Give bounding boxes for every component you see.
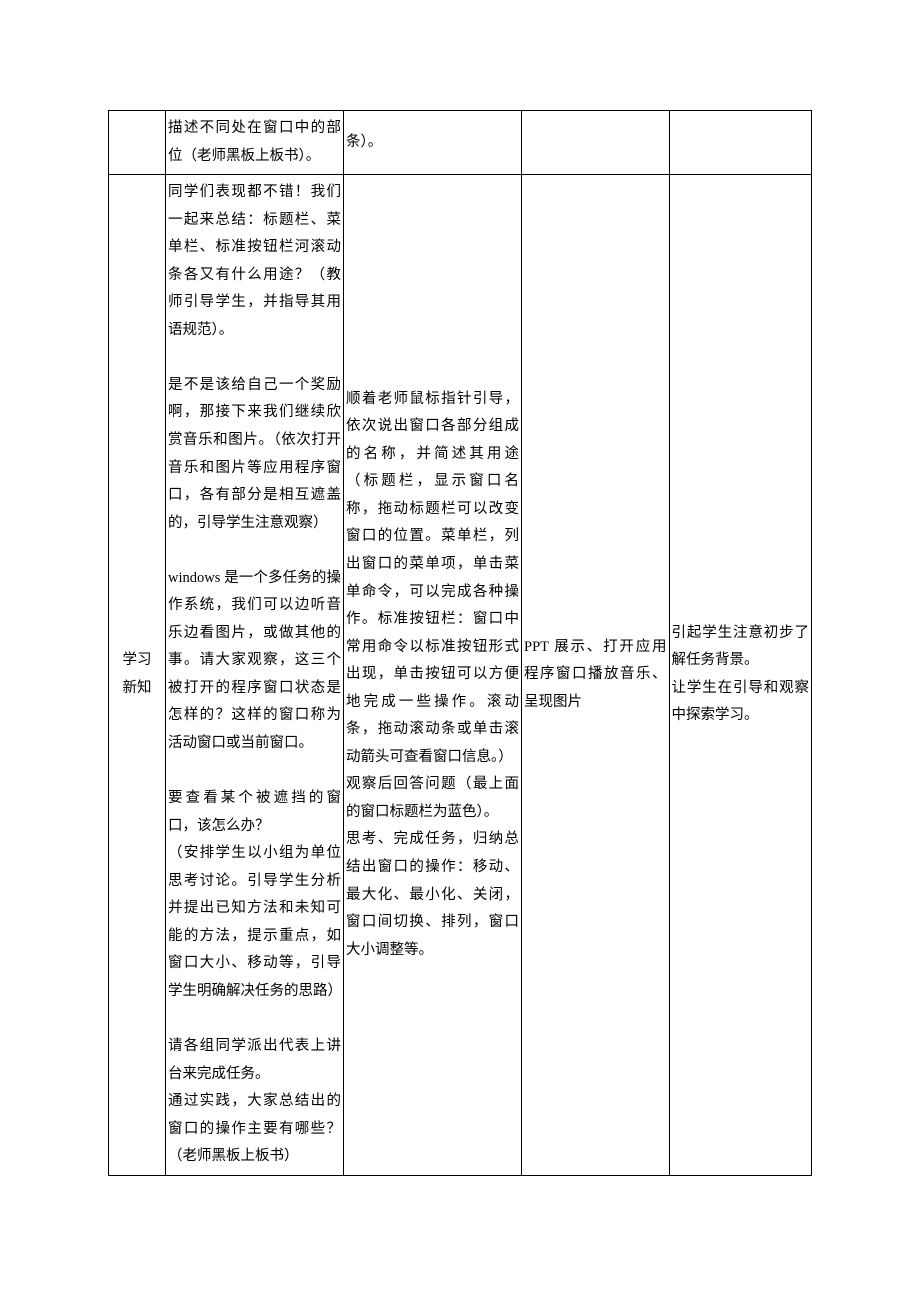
spacer [168, 344, 341, 372]
student-para: 思考、完成任务，归纳总结出窗口的操作：移动、最大化、最小化、关闭，窗口间切换、排… [346, 826, 519, 964]
spacer [168, 758, 341, 786]
intent-para: 引起学生注意初步了解任务背景。 [672, 620, 809, 675]
table-row: 学习 新知 同学们表现都不错！我们一起来总结：标题栏、菜单栏、标准按钮栏河滚动条… [109, 175, 812, 1176]
cell-student-activity-2: 顺着老师鼠标指针引导，依次说出窗口各部分组成的名称，并简述其用途（标题栏，显示窗… [344, 175, 522, 1176]
stage-label-line2: 新知 [117, 675, 157, 703]
teacher-para: 同学们表现都不错！我们一起来总结：标题栏、菜单栏、标准按钮栏河滚动条各又有什么用… [168, 179, 341, 344]
spacer [168, 537, 341, 565]
cell-teacher-activity-1: 描述不同处在窗口中的部位（老师黑板上板书）。 [165, 111, 343, 175]
cell-intent-2: 引起学生注意初步了解任务背景。 让学生在引导和观察中探索学习。 [669, 175, 811, 1176]
cell-teacher-activity-2: 同学们表现都不错！我们一起来总结：标题栏、菜单栏、标准按钮栏河滚动条各又有什么用… [165, 175, 343, 1176]
cell-media-1 [522, 111, 670, 175]
teacher-para: windows 是一个多任务的操作系统，我们可以边听音乐边看图片，或做其他的事。… [168, 565, 341, 758]
lesson-plan-table: 描述不同处在窗口中的部位（老师黑板上板书）。 条）。 学习 新知 同学们表现都不… [108, 110, 812, 1176]
cell-media-2: PPT 展示、打开应用程序窗口播放音乐、呈现图片 [522, 175, 670, 1176]
student-para: 观察后回答问题（最上面的窗口标题栏为蓝色）。 [346, 771, 519, 826]
cell-stage-2: 学习 新知 [109, 175, 166, 1176]
intent-para: 让学生在引导和观察中探索学习。 [672, 675, 809, 730]
teacher-para: 通过实践，大家总结出的窗口的操作主要有哪些？（老师黑板上板书） [168, 1088, 341, 1171]
spacer [168, 1006, 341, 1034]
student-para: 顺着老师鼠标指针引导，依次说出窗口各部分组成的名称，并简述其用途（标题栏，显示窗… [346, 386, 519, 772]
cell-stage-1 [109, 111, 166, 175]
teacher-para: （安排学生以小组为单位思考讨论。引导学生分析并提出已知方法和未知可能的方法，提示… [168, 840, 341, 1005]
teacher-para: 请各组同学派出代表上讲台来完成任务。 [168, 1033, 341, 1088]
teacher-para: 是不是该给自己一个奖励啊，那接下来我们继续欣赏音乐和图片。（依次打开音乐和图片等… [168, 372, 341, 537]
stage-label-line1: 学习 [117, 647, 157, 675]
cell-intent-1 [669, 111, 811, 175]
media-para: PPT 展示、打开应用程序窗口播放音乐、呈现图片 [524, 634, 667, 717]
cell-student-activity-1: 条）。 [344, 111, 522, 175]
teacher-para: 要查看某个被遮挡的窗口，该怎么办？ [168, 785, 341, 840]
table-row: 描述不同处在窗口中的部位（老师黑板上板书）。 条）。 [109, 111, 812, 175]
